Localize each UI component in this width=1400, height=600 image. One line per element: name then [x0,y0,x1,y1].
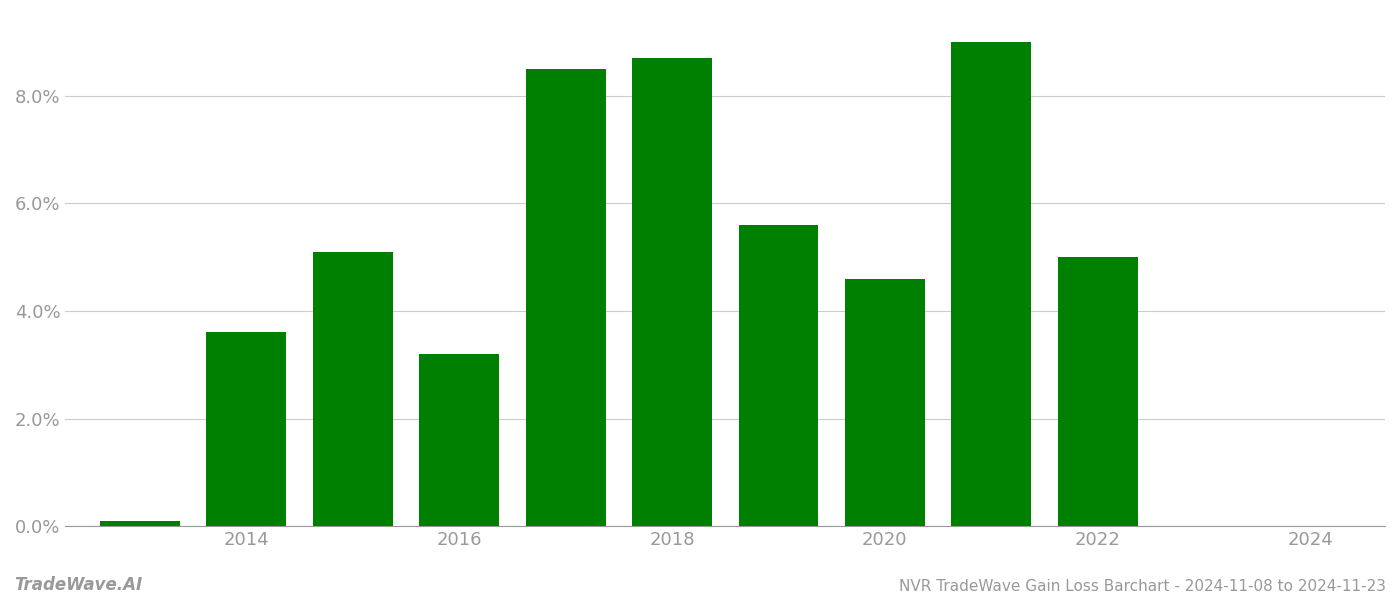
Bar [312,252,393,526]
Bar [952,42,1032,526]
Bar [206,332,286,526]
Bar [99,521,179,526]
Bar [526,69,606,526]
Bar [1058,257,1138,526]
Text: TradeWave.AI: TradeWave.AI [14,576,143,594]
Bar [420,354,500,526]
Text: NVR TradeWave Gain Loss Barchart - 2024-11-08 to 2024-11-23: NVR TradeWave Gain Loss Barchart - 2024-… [899,579,1386,594]
Bar [739,225,819,526]
Bar [633,58,713,526]
Bar [846,278,925,526]
